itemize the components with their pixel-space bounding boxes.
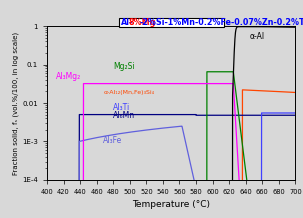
Text: 8%Mg: 8%Mg (129, 18, 156, 27)
Text: α-Al₁₂(Mn,Fe)₃Si₄: α-Al₁₂(Mn,Fe)₃Si₄ (103, 90, 155, 95)
Text: Al₆Mn: Al₆Mn (113, 111, 135, 120)
Text: -2%Si-1%Mn-0.2%Fe-0.07%Zn-0.2%Ti: -2%Si-1%Mn-0.2%Fe-0.07%Zn-0.2%Ti (139, 18, 303, 27)
Text: Al₃Fe: Al₃Fe (103, 136, 122, 145)
Y-axis label: Fraction solid, fₛ (vol.%/100, in log scale): Fraction solid, fₛ (vol.%/100, in log sc… (13, 31, 19, 175)
Text: Mg₂Si: Mg₂Si (113, 62, 135, 71)
Text: Al-: Al- (121, 18, 134, 27)
Text: α-Al: α-Al (250, 32, 265, 41)
Text: Al₃Mg₂: Al₃Mg₂ (56, 72, 81, 81)
X-axis label: Temperature (°C): Temperature (°C) (132, 200, 210, 209)
Text: Al₃Ti: Al₃Ti (113, 104, 131, 112)
